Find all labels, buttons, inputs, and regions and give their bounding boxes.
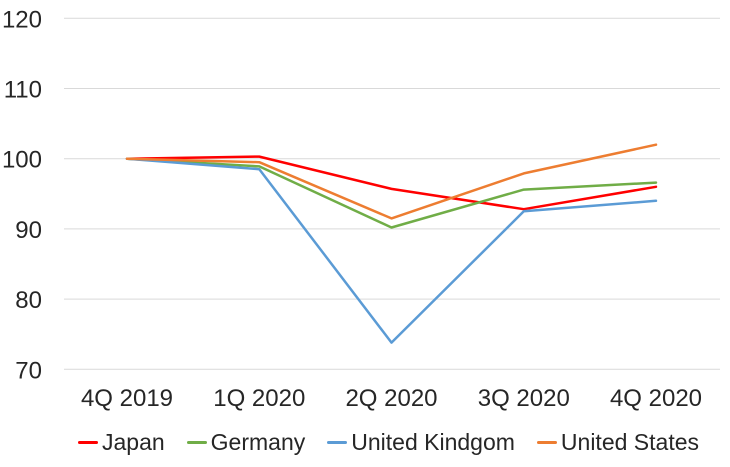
legend-line-marker-icon: [186, 440, 207, 444]
y-axis-tick-label: 100: [2, 147, 42, 174]
x-axis-tick-label: 1Q 2020: [213, 385, 305, 412]
chart-legend: Japan Germany United Kindgom United States: [0, 426, 730, 458]
y-axis-tick-label: 80: [15, 287, 42, 314]
x-axis-tick-label: 4Q 2019: [81, 385, 173, 412]
x-axis-tick-label: 3Q 2020: [478, 385, 570, 412]
legend-label: Germany: [210, 428, 306, 455]
legend-item-germany: Germany: [186, 428, 306, 455]
legend-line-marker-icon: [327, 440, 348, 444]
legend-label: Japan: [102, 428, 165, 455]
y-axis-tick-label: 120: [2, 6, 42, 33]
x-axis-tick-label: 2Q 2020: [345, 385, 437, 412]
legend-item-united-states: United States: [536, 428, 700, 455]
y-axis-tick-label: 90: [15, 217, 42, 244]
y-axis-tick-label: 70: [15, 357, 42, 384]
series-line-united-kindgom: [125, 157, 658, 344]
legend-item-japan: Japan: [78, 428, 165, 455]
legend-label: United Kindgom: [351, 428, 515, 455]
y-axis-tick-label: 110: [4, 77, 42, 104]
legend-line-marker-icon: [536, 440, 557, 444]
series-line-united-states: [125, 143, 658, 220]
legend-item-united-kindgom: United Kindgom: [327, 428, 515, 455]
legend-label: United States: [560, 428, 700, 455]
series-line-germany: [125, 157, 658, 229]
legend-line-marker-icon: [78, 440, 98, 444]
x-axis-tick-label: 4Q 2020: [610, 385, 702, 412]
series-line-japan: [125, 155, 658, 211]
